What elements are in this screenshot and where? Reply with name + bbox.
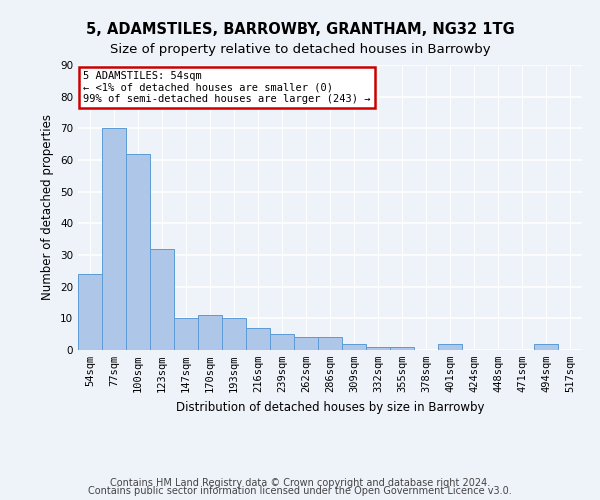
Bar	[126, 154, 150, 350]
Bar	[102, 128, 126, 350]
Bar	[390, 347, 414, 350]
Bar	[150, 248, 174, 350]
Text: 5 ADAMSTILES: 54sqm
← <1% of detached houses are smaller (0)
99% of semi-detache: 5 ADAMSTILES: 54sqm ← <1% of detached ho…	[83, 70, 371, 104]
Text: 5, ADAMSTILES, BARROWBY, GRANTHAM, NG32 1TG: 5, ADAMSTILES, BARROWBY, GRANTHAM, NG32 …	[86, 22, 514, 38]
Bar	[294, 338, 318, 350]
Bar	[534, 344, 558, 350]
Bar	[198, 315, 222, 350]
Bar	[342, 344, 366, 350]
Bar	[438, 344, 462, 350]
Bar	[318, 338, 342, 350]
Text: Contains public sector information licensed under the Open Government Licence v3: Contains public sector information licen…	[88, 486, 512, 496]
Bar	[246, 328, 270, 350]
Bar	[366, 347, 390, 350]
Bar	[270, 334, 294, 350]
Text: Contains HM Land Registry data © Crown copyright and database right 2024.: Contains HM Land Registry data © Crown c…	[110, 478, 490, 488]
Bar	[222, 318, 246, 350]
Bar	[174, 318, 198, 350]
Y-axis label: Number of detached properties: Number of detached properties	[41, 114, 55, 300]
Text: Size of property relative to detached houses in Barrowby: Size of property relative to detached ho…	[110, 42, 490, 56]
X-axis label: Distribution of detached houses by size in Barrowby: Distribution of detached houses by size …	[176, 400, 484, 413]
Bar	[78, 274, 102, 350]
